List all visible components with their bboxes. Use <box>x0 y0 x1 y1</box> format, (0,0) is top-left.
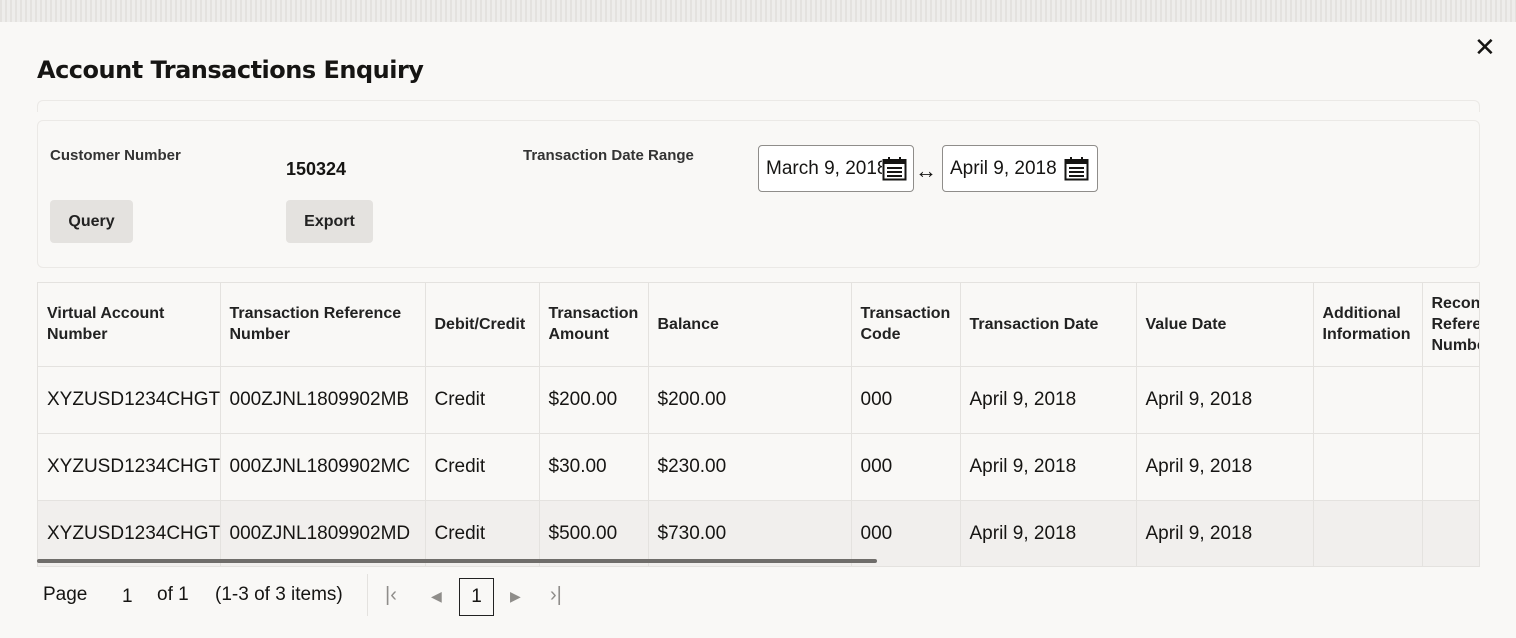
date-range-label: Transaction Date Range <box>523 147 694 164</box>
table-cell: 000 <box>851 365 961 433</box>
table-cell: Credit <box>425 432 540 500</box>
table-header-row: Virtual Account Number Transaction Refere… <box>38 283 1479 366</box>
customer-number-label: Customer Number <box>50 147 181 164</box>
table-cell: $200.00 <box>539 365 649 433</box>
calendar-icon[interactable] <box>882 156 907 181</box>
table-cell: 000ZJNL1809902MC <box>220 432 426 500</box>
pager-divider <box>367 574 368 616</box>
column-header[interactable]: Additional Information <box>1313 283 1423 366</box>
customer-number-value: 150324 <box>286 159 347 179</box>
calendar-icon[interactable] <box>1064 156 1089 181</box>
table-cell: Credit <box>425 499 540 566</box>
date-to-value: April 9, 2018 <box>950 158 1057 179</box>
column-header[interactable]: Transaction Reference Number <box>220 283 426 366</box>
table-cell: April 9, 2018 <box>1136 499 1314 566</box>
first-page-icon[interactable]: |‹ <box>385 584 397 606</box>
date-from-value: March 9, 2018 <box>766 158 888 179</box>
table-cell: XYZUSD1234CHGT <box>38 365 221 433</box>
table-cell: XYZUSD1234CHGT <box>38 432 221 500</box>
horizontal-scrollbar[interactable] <box>37 559 877 563</box>
close-icon[interactable]: ✕ <box>1474 32 1496 62</box>
table-cell: $230.00 <box>648 432 852 500</box>
table-cell: 000ZJNL1809902MB <box>220 365 426 433</box>
table-cell: April 9, 2018 <box>1136 365 1314 433</box>
date-from-input[interactable]: March 9, 2018 <box>758 145 914 192</box>
page-title: Account Transactions Enquiry <box>37 56 424 84</box>
previous-page-icon[interactable]: ◀ <box>431 588 442 604</box>
column-header[interactable]: Reconciliation Reference Number <box>1422 283 1479 366</box>
table-cell <box>1422 499 1479 566</box>
table-cell: 000ZJNL1809902MD <box>220 499 426 566</box>
table-cell: April 9, 2018 <box>1136 432 1314 500</box>
table-row[interactable]: XYZUSD1234CHGT 000ZJNL1809902MC Credit $30.… <box>38 432 1479 500</box>
table-cell <box>1313 432 1423 500</box>
table-cell: $730.00 <box>648 499 852 566</box>
query-panel <box>37 120 1480 268</box>
table-cell: 000 <box>851 499 961 566</box>
column-header[interactable]: Transaction Date <box>960 283 1137 366</box>
panel-header <box>37 100 1480 112</box>
table-cell: Credit <box>425 365 540 433</box>
table-cell: April 9, 2018 <box>960 365 1137 433</box>
table-cell: $30.00 <box>539 432 649 500</box>
table-cell: April 9, 2018 <box>960 432 1137 500</box>
table-cell: $500.00 <box>539 499 649 566</box>
table-cell: April 9, 2018 <box>960 499 1137 566</box>
page-of-label: of 1 <box>157 584 189 605</box>
table-row[interactable]: XYZUSD1234CHGT 000ZJNL1809902MB Credit $200… <box>38 365 1479 433</box>
page-input[interactable]: 1 <box>122 586 133 607</box>
table-cell: XYZUSD1234CHGT <box>38 499 221 566</box>
page-label: Page <box>43 584 88 605</box>
next-page-icon[interactable]: ▶ <box>510 588 521 604</box>
table-cell: 000 <box>851 432 961 500</box>
column-header[interactable]: Balance <box>648 283 852 366</box>
query-button[interactable]: Query <box>50 200 133 243</box>
last-page-icon[interactable]: ›| <box>550 584 562 606</box>
column-header[interactable]: Transaction Code <box>851 283 961 366</box>
date-to-input[interactable]: April 9, 2018 <box>942 145 1098 192</box>
transactions-table: Virtual Account Number Transaction Refere… <box>37 282 1480 567</box>
column-header[interactable]: Debit/Credit <box>425 283 540 366</box>
column-header[interactable]: Virtual Account Number <box>38 283 221 366</box>
table-cell <box>1422 432 1479 500</box>
table-cell <box>1422 365 1479 433</box>
export-button[interactable]: Export <box>286 200 373 243</box>
background-strip <box>0 0 1516 22</box>
items-count: (1-3 of 3 items) <box>215 584 343 605</box>
table-cell <box>1313 365 1423 433</box>
column-header[interactable]: Transaction Amount <box>539 283 649 366</box>
range-arrow-icon: ↔ <box>915 158 937 183</box>
table-cell <box>1313 499 1423 566</box>
current-page-button[interactable]: 1 <box>459 578 494 616</box>
table-cell: $200.00 <box>648 365 852 433</box>
table-row[interactable]: XYZUSD1234CHGT 000ZJNL1809902MD Credit $500… <box>38 499 1479 566</box>
column-header[interactable]: Value Date <box>1136 283 1314 366</box>
